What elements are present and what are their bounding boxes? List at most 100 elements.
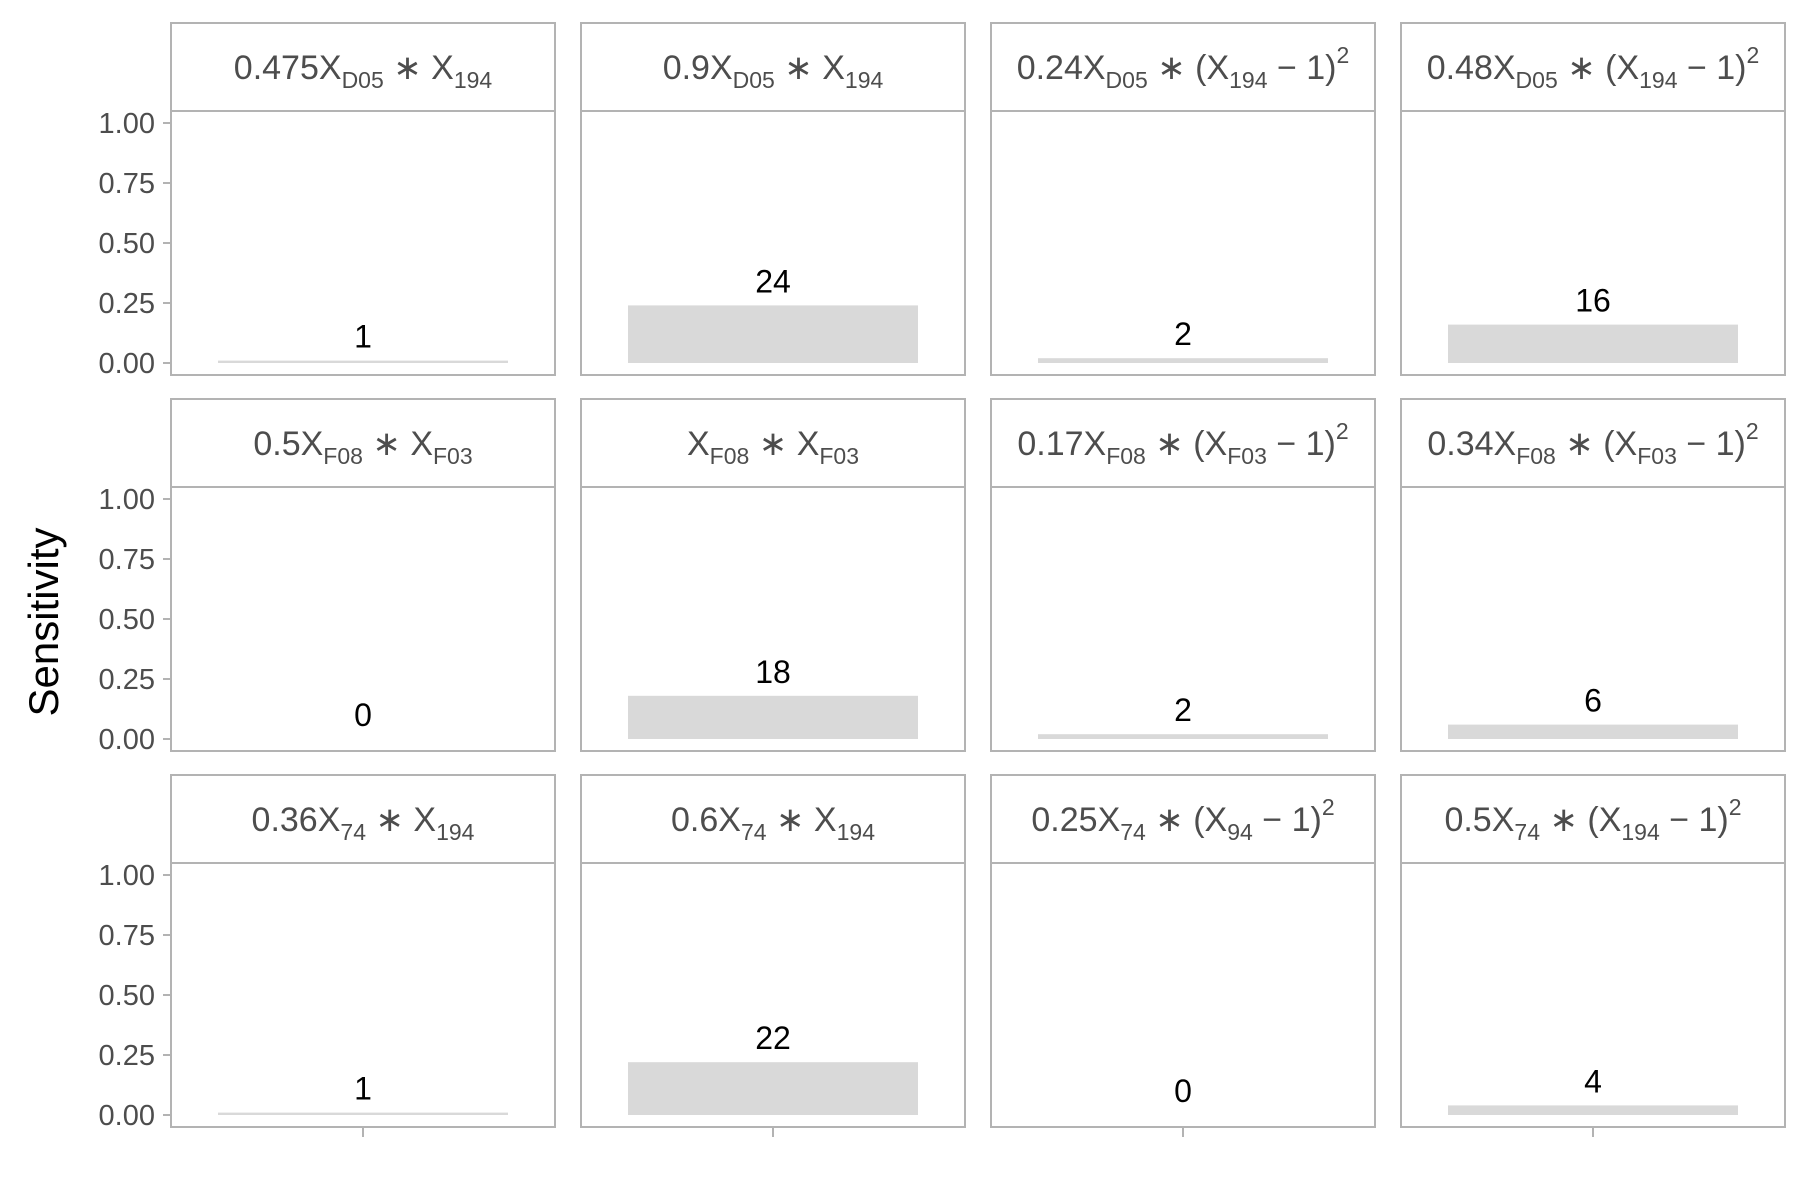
sensitivity-bar — [628, 305, 918, 363]
facet-title-part: − 1) — [1660, 801, 1729, 839]
facet-title-part: F08 — [710, 443, 750, 469]
facet-title-part: − 1) — [1267, 425, 1336, 463]
facet-title-part: 194 — [1621, 819, 1660, 845]
facet-panel: 0.475XD05 ∗ X194 1 0.00 0.25 0.50 0.75 1.00 — [99, 22, 556, 380]
panel-frame — [170, 862, 556, 1128]
y-tick-label: 0.50 — [99, 980, 155, 1012]
y-tick-label: 0.25 — [99, 664, 155, 696]
facet-title: 0.34XF08 ∗ (XF03 − 1)2 — [1427, 418, 1758, 469]
sensitivity-bar — [1448, 324, 1738, 363]
facet-panel: 0.5XF08 ∗ XF03 0 0.00 0.25 0.50 0.75 1.00 — [99, 398, 556, 756]
y-tick-label: 0.75 — [99, 168, 155, 200]
facet-title-part: ∗ X — [775, 49, 845, 87]
facet-title-part: 194 — [1639, 67, 1678, 93]
y-tick-label: 0.50 — [99, 228, 155, 260]
sensitivity-bar — [1038, 358, 1328, 363]
panel-frame — [990, 486, 1376, 752]
facet-title-part: 74 — [1120, 819, 1146, 845]
facet-panel: 0.5X74 ∗ (X194 − 1)2 4 — [1400, 774, 1786, 1137]
facet-title-part: ∗ X — [767, 801, 837, 839]
facet-title-part: 0.475X — [234, 49, 342, 87]
facet-title-part: 0.17X — [1017, 425, 1106, 463]
facet-strip — [580, 398, 966, 488]
bar-value-label: 0 — [354, 697, 372, 733]
facet-title-part: 0.6X — [671, 801, 741, 839]
facet-title: 0.6X74 ∗ X194 — [671, 801, 875, 845]
facet-strip — [990, 398, 1376, 488]
facet-title-part: − 1) — [1253, 801, 1322, 839]
facet-title-part: ∗ X — [363, 425, 433, 463]
facet-title-part: D05 — [342, 67, 384, 93]
facet-title-part: F03 — [819, 443, 859, 469]
facet-title-part: F08 — [323, 443, 363, 469]
facet-strip — [1400, 22, 1786, 112]
facet-title-part: ∗ X — [749, 425, 819, 463]
facet-title-part: 2 — [1337, 42, 1350, 68]
facet-title-part: 194 — [454, 67, 493, 93]
facet-title: 0.9XD05 ∗ X194 — [663, 49, 884, 93]
y-tick-label: 0.00 — [99, 348, 155, 380]
facet-strip — [1400, 774, 1786, 864]
bar-value-label: 4 — [1584, 1063, 1602, 1099]
facet-strip — [1400, 398, 1786, 488]
sensitivity-bar — [1448, 1105, 1738, 1115]
sensitivity-bar — [218, 1112, 508, 1115]
facet-title: 0.17XF08 ∗ (XF03 − 1)2 — [1017, 418, 1348, 469]
facet-panel: 0.24XD05 ∗ (X194 − 1)22 — [990, 22, 1376, 376]
facet-title-part: ∗ (X — [1146, 801, 1227, 839]
bar-value-label: 24 — [755, 263, 791, 299]
facet-panel: 0.36X74 ∗ X194 1 0.00 0.25 0.50 0.75 1.00 — [99, 774, 556, 1137]
bar-value-label: 2 — [1174, 316, 1192, 352]
facet-title-part: 194 — [837, 819, 876, 845]
facet-title-part: 2 — [1747, 42, 1760, 68]
y-tick-label: 1.00 — [99, 108, 155, 140]
facet-title-part: F08 — [1516, 443, 1556, 469]
sensitivity-bar — [628, 1062, 918, 1115]
facet-title-part: ∗ (X — [1148, 49, 1229, 87]
facet-title-part: D05 — [1516, 67, 1558, 93]
facet-title-part: 2 — [1322, 794, 1335, 820]
sensitivity-bar — [1448, 724, 1738, 739]
facet-title: 0.5X74 ∗ (X194 − 1)2 — [1444, 794, 1741, 845]
y-tick-label: 0.00 — [99, 1100, 155, 1132]
facet-title-part: 194 — [1229, 67, 1268, 93]
facet-title-part: 0.5X — [253, 425, 323, 463]
facet-title: 0.24XD05 ∗ (X194 − 1)2 — [1017, 42, 1350, 93]
facet-title-part: ∗ (X — [1558, 49, 1639, 87]
facet-panel: 0.25X74 ∗ (X94 − 1)2 0 — [990, 774, 1376, 1137]
facet-title-part: D05 — [1106, 67, 1148, 93]
y-tick-label: 0.75 — [99, 544, 155, 576]
facet-title-part: ∗ X — [366, 801, 436, 839]
facet-title-part: 0.5X — [1444, 801, 1514, 839]
sensitivity-bar — [218, 360, 508, 363]
y-tick-label: 0.75 — [99, 920, 155, 952]
facet-title-part: F03 — [1637, 443, 1677, 469]
y-tick-label: 0.25 — [99, 1040, 155, 1072]
bar-value-label: 2 — [1174, 692, 1192, 728]
facet-title-part: ∗ (X — [1540, 801, 1621, 839]
y-tick-label: 1.00 — [99, 484, 155, 516]
facet-strip — [580, 22, 966, 112]
sensitivity-bar — [1038, 734, 1328, 739]
facet-title: XF08 ∗ XF03 — [687, 425, 859, 469]
bar-value-label: 0 — [1174, 1073, 1192, 1109]
facet-title-part: 194 — [436, 819, 475, 845]
facet-strip — [170, 774, 556, 864]
y-tick-label: 0.50 — [99, 604, 155, 636]
facet-title-part: 2 — [1746, 418, 1759, 444]
facet-title: 0.48XD05 ∗ (X194 − 1)2 — [1427, 42, 1760, 93]
panel-frame — [1400, 486, 1786, 752]
facet-title-part: ∗ X — [384, 49, 454, 87]
facet-title-part: − 1) — [1677, 425, 1746, 463]
sensitivity-bar — [628, 695, 918, 739]
facet-title-part: 194 — [845, 67, 884, 93]
facet-title-part: 0.9X — [663, 49, 733, 87]
panel-frame — [990, 862, 1376, 1128]
y-tick-label: 1.00 — [99, 860, 155, 892]
facet-panels: 0.475XD05 ∗ X19410.000.250.500.751.000.9… — [99, 22, 1786, 1137]
facet-title-part: X — [687, 425, 710, 463]
facet-title: 0.25X74 ∗ (X94 − 1)2 — [1031, 794, 1334, 845]
panel-frame — [1400, 862, 1786, 1128]
facet-strip — [990, 774, 1376, 864]
